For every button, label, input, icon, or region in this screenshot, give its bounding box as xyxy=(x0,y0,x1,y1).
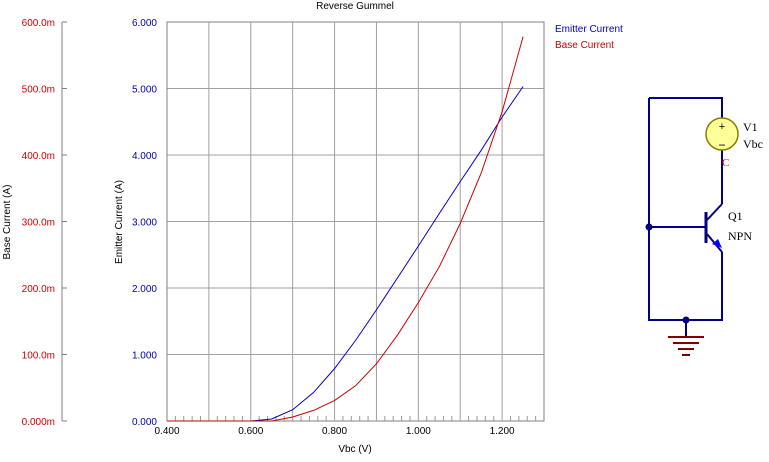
circuit-schematic: + − V1 Vbc C Q1 NPN xyxy=(645,97,763,356)
base-axis-tick-label: 100.0m xyxy=(22,351,55,362)
source-pin-label: C xyxy=(722,157,729,169)
legend-base-current: Base Current xyxy=(555,40,614,51)
base-axis-tick-label: 300.0m xyxy=(22,218,55,229)
source-ref-label: V1 xyxy=(743,120,758,134)
ground-symbol xyxy=(668,336,704,356)
x-tick-label: 1.200 xyxy=(490,426,515,437)
transistor-collector-leg xyxy=(706,203,723,221)
emitter-axis-tick-label: 0.000 xyxy=(132,417,157,428)
right-axis-label: Emitter Current (A) xyxy=(114,180,125,264)
transistor-type-label: NPN xyxy=(728,229,752,243)
x-tick-label: 0.400 xyxy=(154,426,179,437)
emitter-axis-tick-label: 6.000 xyxy=(132,18,157,29)
base-axis-tick-label: 500.0m xyxy=(22,85,55,96)
tick-labels: 0.400 0.600 0.800 1.000 1.200 0.000 1.000 2.000… xyxy=(22,18,515,437)
transistor-q1[interactable]: Q1 NPN xyxy=(704,203,752,253)
emitter-axis-tick-label: 3.000 xyxy=(132,218,157,229)
chart-title: Reverse Gummel xyxy=(316,1,394,12)
source-plus-sign: + xyxy=(719,121,725,133)
ground-junction-dot xyxy=(682,316,690,324)
emitter-axis-tick-label: 4.000 xyxy=(132,151,157,162)
voltage-source-v1[interactable]: + − V1 Vbc C xyxy=(705,117,763,169)
x-tick-label: 0.600 xyxy=(238,426,263,437)
transistor-ref-label: Q1 xyxy=(728,209,743,223)
voltage-source-icon xyxy=(705,117,739,151)
x-tick-label: 1.000 xyxy=(406,426,431,437)
left-axis-label: Base Current (A) xyxy=(2,184,13,259)
emitter-arrow-icon xyxy=(712,239,722,248)
emitter-axis-tick-label: 2.000 xyxy=(132,284,157,295)
base-axis-tick-label: 0.000m xyxy=(22,417,55,428)
top-wire xyxy=(649,97,723,118)
x-tick-label: 0.800 xyxy=(322,426,347,437)
emitter-axis-tick-label: 5.000 xyxy=(132,85,157,96)
legend-emitter-current: Emitter Current xyxy=(555,24,623,35)
source-value-label: Vbc xyxy=(743,137,763,151)
source-minus-sign: − xyxy=(718,138,725,152)
series-line-base-current xyxy=(167,36,524,422)
series-layer xyxy=(167,36,524,422)
base-axis-tick-label: 400.0m xyxy=(22,151,55,162)
series-line-emitter-current xyxy=(167,86,524,422)
base-axis-tick-label: 200.0m xyxy=(22,284,55,295)
base-axis-tick-label: 600.0m xyxy=(22,18,55,29)
emitter-axis-tick-label: 1.000 xyxy=(132,351,157,362)
x-axis-label: Vbc (V) xyxy=(338,444,371,455)
grid-lines xyxy=(167,22,544,421)
base-junction-dot xyxy=(645,223,653,231)
